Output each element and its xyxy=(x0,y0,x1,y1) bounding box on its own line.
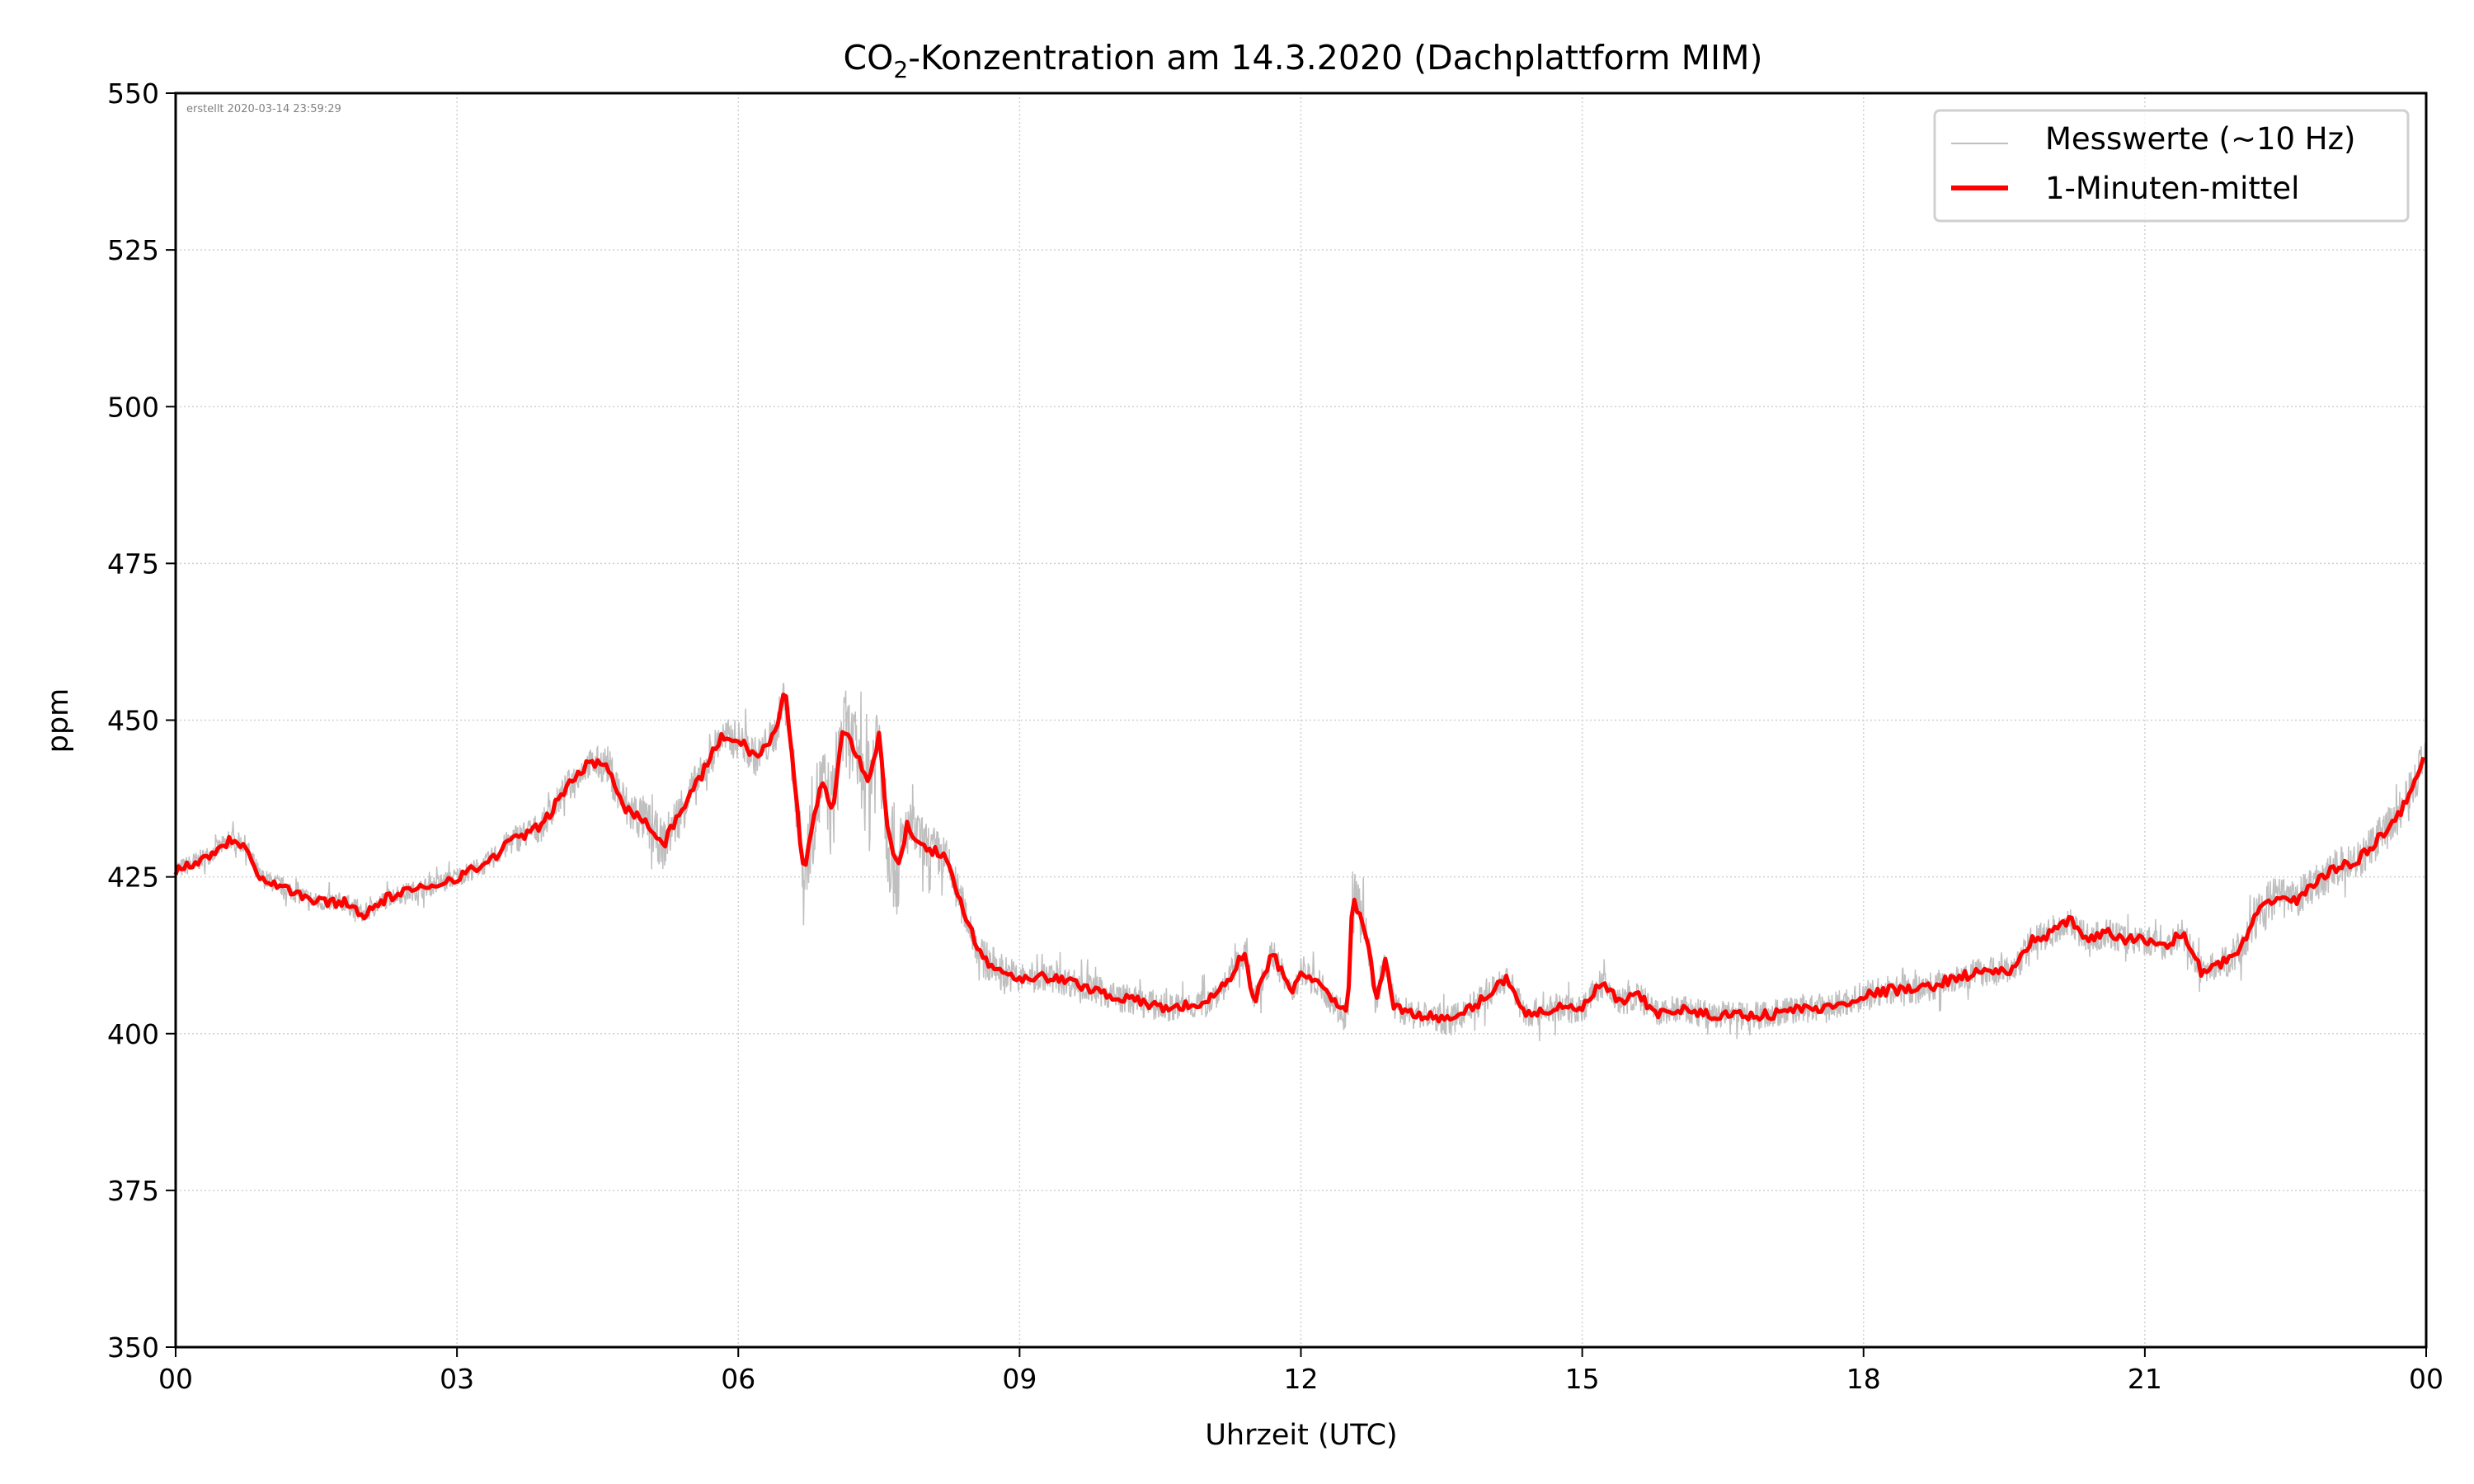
y-tick-label: 400 xyxy=(107,1018,159,1050)
x-tick-label: 09 xyxy=(1002,1363,1037,1395)
series-layer xyxy=(173,683,2427,1041)
y-tick-label: 450 xyxy=(107,705,159,737)
y-tick-label: 425 xyxy=(107,862,159,894)
title-prefix: CO xyxy=(844,38,894,77)
ticks: 00 03 06 09 12 15 18 21 003503754004254504755005… xyxy=(107,77,2443,1395)
y-tick-label: 375 xyxy=(107,1175,159,1207)
y-tick-label: 350 xyxy=(107,1331,159,1364)
chart-title: CO2-Konzentration am 14.3.2020 (Dachplat… xyxy=(844,38,1763,83)
series-mean-line xyxy=(173,693,2426,1024)
y-tick-label: 475 xyxy=(107,547,159,580)
title-subscript: 2 xyxy=(893,56,908,83)
x-tick-label: 06 xyxy=(721,1363,755,1395)
x-axis-label: Uhrzeit (UTC) xyxy=(1205,1419,1397,1452)
legend-label-mean: 1-Minuten-mittel xyxy=(2045,171,2299,206)
x-tick-label: 21 xyxy=(2128,1363,2162,1395)
created-annotation: erstellt 2020-03-14 23:59:29 xyxy=(186,103,341,115)
y-tick-label: 550 xyxy=(107,77,159,110)
y-tick-label: 525 xyxy=(107,234,159,266)
y-tick-label: 500 xyxy=(107,391,159,423)
y-axis-label: ppm xyxy=(42,688,75,754)
x-tick-label: 15 xyxy=(1565,1363,1600,1395)
legend-label-raw: Messwerte (~10 Hz) xyxy=(2045,121,2355,157)
grid xyxy=(176,93,2426,1347)
legend: Messwerte (~10 Hz) 1-Minuten-mittel xyxy=(1933,109,2410,223)
x-tick-label: 03 xyxy=(440,1363,474,1395)
x-tick-label: 00 xyxy=(158,1363,193,1395)
x-tick-label: 12 xyxy=(1284,1363,1319,1395)
x-tick-label: 00 xyxy=(2409,1363,2443,1395)
title-suffix: -Konzentration am 14.3.2020 (Dachplattfo… xyxy=(908,38,1762,77)
legend-box xyxy=(1933,109,2410,223)
x-tick-label: 18 xyxy=(1846,1363,1881,1395)
